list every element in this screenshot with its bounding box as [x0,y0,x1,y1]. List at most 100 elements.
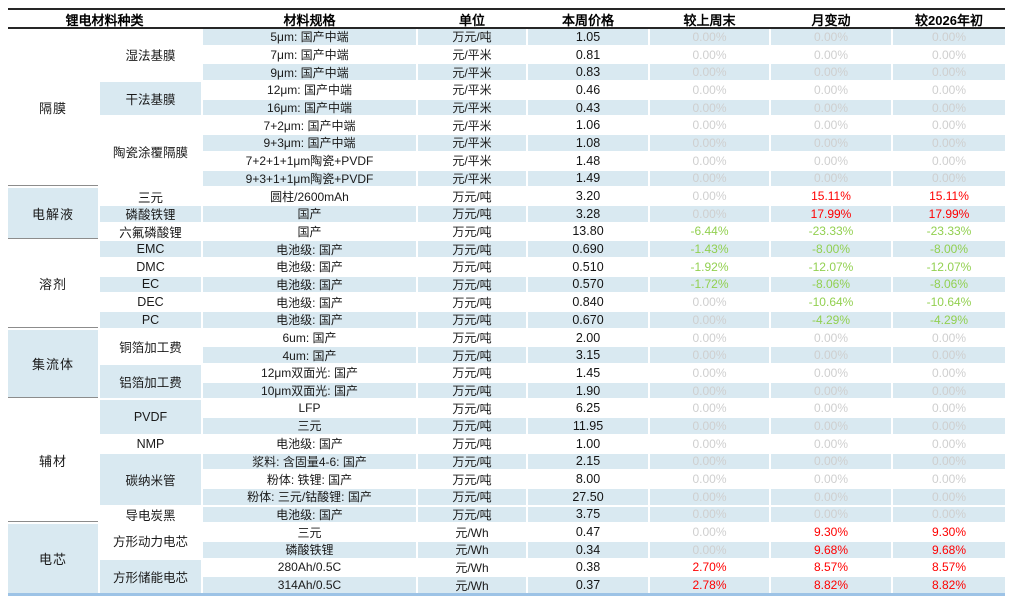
spec-cell: 国产 [203,205,416,222]
unit-cell: 万元/吨 [452,295,492,310]
ytd-cell: -12.07% [926,259,972,274]
price-cell: 1.90 [528,382,648,399]
ytd-cell: 9.30% [931,525,967,540]
price-cell: 8.00 [575,472,601,487]
mom-cell: 9.68% [771,541,891,558]
category-cell: 溶剂 [8,241,98,328]
price-cell: 1.45 [575,365,601,380]
spec-cell: 电池级: 国产 [203,312,416,328]
spec-cell: 7+2+1+1μm陶瓷+PVDF [245,154,374,169]
unit-cell: 元/平米 [452,48,492,63]
price-cell: 0.510 [572,259,604,274]
mom-cell: 0.00% [771,418,891,434]
unit-cell: 万元/吨 [452,260,492,275]
ytd-cell: 0.00% [893,29,1005,45]
price-cell: 6.25 [575,401,601,416]
mom-cell: -8.06% [771,276,891,293]
spec-cell: 16μm: 国产中端 [203,99,416,116]
subcategory-cell: EC [100,276,201,293]
wow-cell: 0.00% [692,472,727,487]
wow-cell: 0.00% [692,401,727,416]
mom-cell: 0.00% [771,64,891,81]
unit-cell: 万元/吨 [452,189,492,204]
price-cell: 1.05 [528,29,648,45]
price-cell: 1.06 [575,118,601,133]
mom-cell: -23.33% [808,224,854,239]
ytd-cell: 0.00% [893,135,1005,151]
column-header-category: 锂电材料种类 [65,13,144,28]
price-cell: 0.34 [528,541,648,558]
ytd-cell: 0.00% [893,418,1005,434]
wow-cell: 0.00% [692,153,727,168]
price-cell: 0.43 [528,99,648,116]
unit-cell: 万元/吨 [418,418,526,434]
price-cell: 0.81 [575,47,601,62]
column-header-unit: 单位 [458,13,485,28]
price-cell: 2.00 [575,330,601,345]
material-price-table: 锂电材料种类 材料规格 单位 本周价格 较上周末 月变动 较2026年初 隔膜电… [8,8,1005,596]
mom-cell: 0.00% [813,472,849,487]
spec-cell: 12μm双面光: 国产 [261,366,358,381]
unit-cell: 万元/吨 [418,205,526,222]
table-top-rule [8,8,1005,10]
subcategory-cell: NMP [136,436,165,451]
unit-cell: 元/平米 [452,83,492,98]
unit-cell: 元/平米 [418,99,526,116]
column-header-spec: 材料规格 [283,13,336,28]
ytd-cell: 0.00% [931,118,967,133]
mom-cell: 0.00% [813,47,849,62]
mom-cell: 0.00% [771,382,891,399]
ytd-cell: 0.00% [893,453,1005,470]
mom-cell: 0.00% [813,330,849,345]
spec-cell: 电池级: 国产 [203,506,416,523]
price-cell: 1.00 [575,436,601,451]
price-cell: 0.46 [575,82,601,97]
column-header-ytd: 较2026年初 [915,13,983,28]
category-cell: 集流体 [8,329,98,399]
subcategory-cell: 碳纳米管 [100,453,201,505]
subcategory-cell: 方形储能电芯 [100,559,201,593]
price-cell: 0.38 [575,560,601,575]
spec-cell: 9+3μm: 国产中端 [203,135,416,151]
spec-cell: 电池级: 国产 [276,295,343,310]
ytd-cell: 8.57% [931,560,967,575]
unit-cell: 万元/吨 [452,437,492,452]
price-cell: 0.83 [528,64,648,81]
wow-cell: 0.00% [650,312,769,328]
wow-cell: 0.00% [650,488,769,505]
subcategory-cell: 方形动力电芯 [112,535,188,550]
subcategory-cell: 导电炭黑 [125,508,176,523]
ytd-cell: -8.06% [893,276,1005,293]
spec-cell: 电池级: 国产 [203,276,416,293]
spec-cell: 国产 [297,224,322,239]
mom-cell: 0.00% [813,82,849,97]
unit-cell: 元/平米 [418,135,526,151]
mom-cell: 0.00% [771,29,891,45]
unit-cell: 元/平米 [418,170,526,187]
wow-cell: 0.00% [650,418,769,434]
price-cell: 1.08 [528,135,648,151]
price-cell: 1.48 [575,153,601,168]
ytd-cell: 0.00% [931,47,967,62]
ytd-cell: 0.00% [931,365,967,380]
unit-cell: 万元/吨 [452,366,492,381]
mom-cell: 8.82% [771,577,891,593]
ytd-cell: 15.11% [929,189,969,204]
mom-cell: 0.00% [771,506,891,523]
wow-cell: -1.43% [650,241,769,257]
unit-cell: 元/Wh [418,541,526,558]
ytd-cell: -8.00% [893,241,1005,257]
mom-cell: 0.00% [771,347,891,364]
mom-cell: 0.00% [771,488,891,505]
mom-cell: 9.30% [813,525,849,540]
mom-cell: -4.29% [771,312,891,328]
header-bottom-rule [8,27,1005,29]
mom-cell: 0.00% [813,153,849,168]
unit-cell: 元/平米 [452,154,492,169]
subcategory-cell: 磷酸铁锂 [100,205,201,222]
spec-cell: 电池级: 国产 [203,241,416,257]
mom-cell: 17.99% [771,205,891,222]
wow-cell: 0.00% [692,436,727,451]
ytd-cell: 9.68% [893,541,1005,558]
ytd-cell: 0.00% [893,170,1005,187]
